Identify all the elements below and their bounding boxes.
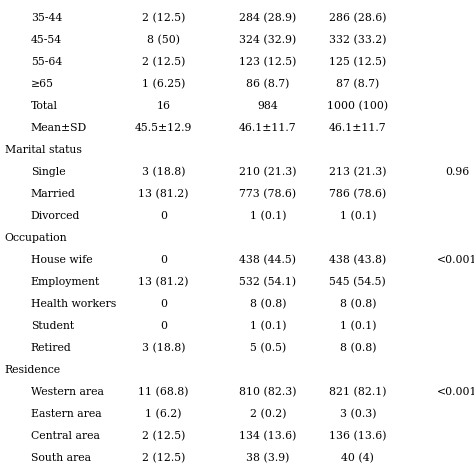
Text: 87 (8.7): 87 (8.7) (336, 79, 380, 89)
Text: 1 (6.25): 1 (6.25) (142, 79, 185, 89)
Text: 3 (18.8): 3 (18.8) (142, 343, 185, 354)
Text: 8 (0.8): 8 (0.8) (249, 299, 286, 310)
Text: 1 (0.1): 1 (0.1) (249, 211, 286, 221)
Text: 821 (82.1): 821 (82.1) (329, 387, 387, 397)
Text: 46.1±11.7: 46.1±11.7 (239, 123, 297, 133)
Text: 1000 (100): 1000 (100) (328, 101, 388, 111)
Text: 8 (0.8): 8 (0.8) (339, 343, 376, 354)
Text: 2 (12.5): 2 (12.5) (142, 13, 185, 23)
Text: Student: Student (31, 321, 74, 331)
Text: ≥65: ≥65 (31, 79, 54, 89)
Text: 213 (21.3): 213 (21.3) (329, 167, 387, 177)
Text: 38 (3.9): 38 (3.9) (246, 453, 290, 464)
Text: 324 (32.9): 324 (32.9) (239, 35, 296, 46)
Text: 134 (13.6): 134 (13.6) (239, 431, 297, 441)
Text: 545 (54.5): 545 (54.5) (329, 277, 386, 287)
Text: 1 (0.1): 1 (0.1) (339, 211, 376, 221)
Text: Western area: Western area (31, 387, 104, 397)
Text: Eastern area: Eastern area (31, 409, 101, 419)
Text: House wife: House wife (31, 255, 92, 265)
Text: Health workers: Health workers (31, 299, 116, 309)
Text: 11 (68.8): 11 (68.8) (138, 387, 189, 397)
Text: 40 (4): 40 (4) (341, 453, 374, 464)
Text: Residence: Residence (5, 365, 61, 375)
Text: 2 (12.5): 2 (12.5) (142, 431, 185, 441)
Text: Mean±SD: Mean±SD (31, 123, 87, 133)
Text: 3 (0.3): 3 (0.3) (339, 409, 376, 419)
Text: South area: South area (31, 453, 91, 463)
Text: 284 (28.9): 284 (28.9) (239, 13, 296, 23)
Text: 46.1±11.7: 46.1±11.7 (329, 123, 387, 133)
Text: 438 (43.8): 438 (43.8) (329, 255, 386, 265)
Text: 55-64: 55-64 (31, 57, 62, 67)
Text: <0.001: <0.001 (437, 255, 474, 265)
Text: 86 (8.7): 86 (8.7) (246, 79, 290, 89)
Text: <0.001: <0.001 (437, 387, 474, 397)
Text: 3 (18.8): 3 (18.8) (142, 167, 185, 177)
Text: Divorced: Divorced (31, 211, 80, 221)
Text: 438 (44.5): 438 (44.5) (239, 255, 296, 265)
Text: 2 (12.5): 2 (12.5) (142, 453, 185, 464)
Text: Single: Single (31, 167, 65, 177)
Text: Central area: Central area (31, 431, 100, 441)
Text: 5 (0.5): 5 (0.5) (250, 343, 286, 354)
Text: 8 (0.8): 8 (0.8) (339, 299, 376, 310)
Text: 532 (54.1): 532 (54.1) (239, 277, 296, 287)
Text: Marital status: Marital status (5, 145, 82, 155)
Text: 332 (33.2): 332 (33.2) (329, 35, 387, 46)
Text: 16: 16 (156, 101, 171, 111)
Text: 1 (0.1): 1 (0.1) (339, 321, 376, 331)
Text: 773 (78.6): 773 (78.6) (239, 189, 296, 200)
Text: 2 (0.2): 2 (0.2) (249, 409, 286, 419)
Text: 286 (28.6): 286 (28.6) (329, 13, 387, 23)
Text: 984: 984 (257, 101, 278, 111)
Text: 1 (6.2): 1 (6.2) (145, 409, 182, 419)
Text: Occupation: Occupation (5, 233, 67, 243)
Text: 2 (12.5): 2 (12.5) (142, 57, 185, 67)
Text: 210 (21.3): 210 (21.3) (239, 167, 297, 177)
Text: 0: 0 (160, 321, 167, 331)
Text: Retired: Retired (31, 343, 72, 353)
Text: 1 (0.1): 1 (0.1) (249, 321, 286, 331)
Text: 45.5±12.9: 45.5±12.9 (135, 123, 192, 133)
Text: 8 (50): 8 (50) (147, 35, 180, 46)
Text: 786 (78.6): 786 (78.6) (329, 189, 386, 200)
Text: Total: Total (31, 101, 58, 111)
Text: 0: 0 (160, 211, 167, 221)
Text: 0: 0 (160, 299, 167, 309)
Text: 45-54: 45-54 (31, 35, 62, 45)
Text: 0.96: 0.96 (445, 167, 470, 177)
Text: 35-44: 35-44 (31, 13, 62, 23)
Text: 13 (81.2): 13 (81.2) (138, 277, 189, 287)
Text: 136 (13.6): 136 (13.6) (329, 431, 387, 441)
Text: 13 (81.2): 13 (81.2) (138, 189, 189, 200)
Text: 125 (12.5): 125 (12.5) (329, 57, 386, 67)
Text: 810 (82.3): 810 (82.3) (239, 387, 297, 397)
Text: 0: 0 (160, 255, 167, 265)
Text: Employment: Employment (31, 277, 100, 287)
Text: Married: Married (31, 189, 76, 199)
Text: 123 (12.5): 123 (12.5) (239, 57, 297, 67)
